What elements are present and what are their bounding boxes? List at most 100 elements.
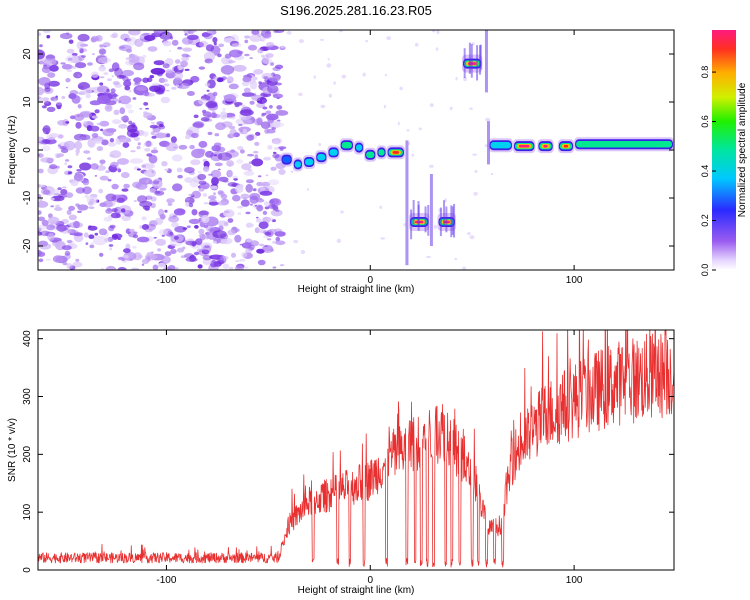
noise-speckle [108, 225, 115, 232]
noise-speckle [102, 42, 111, 48]
noise-speckle [485, 117, 491, 122]
noise-speckle [267, 238, 272, 241]
noise-speckle [249, 100, 255, 105]
noise-speckle [181, 53, 190, 58]
noise-speckle [185, 135, 191, 140]
noise-speckle [143, 141, 153, 148]
noise-speckle [65, 121, 70, 124]
noise-speckle [245, 211, 251, 215]
noise-speckle [257, 48, 264, 54]
noise-speckle [183, 30, 192, 35]
noise-speckle [246, 238, 253, 243]
noise-speckle [218, 225, 224, 231]
noise-speckle [362, 72, 366, 77]
noise-speckle [68, 214, 78, 221]
y-tick-label: 0 [22, 147, 33, 153]
trace-core [378, 149, 385, 156]
noise-speckle [245, 179, 254, 184]
noise-speckle [429, 103, 434, 107]
noise-speckle [454, 257, 458, 261]
noise-speckle [90, 163, 99, 170]
noise-speckle [172, 66, 179, 72]
noise-speckle [100, 163, 104, 166]
noise-speckle [274, 147, 279, 150]
noise-speckle [38, 136, 43, 142]
noise-speckle [129, 158, 144, 164]
noise-speckle [203, 94, 207, 97]
snr-xlabel: Height of straight line (km) [298, 585, 415, 596]
noise-speckle [100, 128, 104, 132]
colorbar-ticks: 0.0 0.2 0.4 0.6 0.8 [700, 66, 716, 276]
noise-speckle [38, 32, 42, 36]
noise-speckle [239, 243, 243, 246]
noise-speckle [254, 227, 260, 234]
noise-speckle [141, 224, 149, 230]
noise-speckle [217, 53, 222, 58]
noise-speckle [58, 144, 61, 147]
noise-speckle [112, 97, 119, 103]
noise-speckle [82, 88, 93, 95]
noise-speckle [41, 145, 51, 152]
noise-speckle [273, 120, 281, 128]
noise-speckle [53, 99, 57, 102]
noise-speckle [49, 64, 59, 72]
noise-speckle [110, 88, 116, 93]
noise-speckle [432, 30, 436, 33]
noise-speckle [99, 76, 105, 79]
noise-speckle [85, 242, 89, 245]
noise-speckle [467, 232, 471, 236]
noise-speckle [280, 45, 285, 49]
noise-speckle [197, 173, 207, 181]
noise-speckle [79, 43, 89, 47]
noise-speckle [198, 98, 208, 105]
noise-speckle [123, 248, 131, 254]
noise-speckle [213, 154, 218, 157]
trace-streak [453, 203, 456, 238]
trace-streak [439, 207, 442, 237]
noise-speckle [52, 255, 64, 263]
noise-speckle [243, 119, 253, 125]
noise-speckle [171, 39, 179, 46]
noise-speckle [60, 62, 66, 65]
noise-speckle [318, 142, 322, 147]
noise-speckle [56, 224, 67, 232]
noise-speckle [103, 72, 109, 76]
trace-peak-center [563, 144, 569, 148]
noise-speckle [435, 47, 439, 51]
noise-speckle [48, 80, 60, 87]
noise-speckle [327, 58, 330, 61]
noise-speckle [99, 82, 104, 86]
noise-speckle [89, 198, 95, 203]
noise-speckle [132, 234, 139, 239]
noise-speckle [45, 134, 56, 140]
noise-speckle [133, 62, 145, 71]
noise-speckle [265, 53, 274, 58]
noise-speckle [184, 167, 195, 174]
noise-speckle [133, 83, 139, 87]
noise-speckle [112, 119, 122, 125]
noise-speckle [195, 238, 203, 246]
noise-speckle [181, 56, 189, 62]
noise-speckle [75, 148, 80, 154]
noise-speckle [148, 154, 158, 164]
noise-speckle [91, 71, 99, 78]
noise-speckle [79, 97, 83, 100]
noise-speckle [49, 164, 58, 170]
noise-speckle [379, 205, 383, 209]
noise-speckle [167, 202, 173, 206]
noise-speckle [119, 46, 126, 49]
noise-speckle [157, 248, 162, 252]
noise-speckle [232, 194, 241, 202]
noise-speckle [211, 176, 219, 186]
noise-speckle [141, 263, 145, 266]
noise-speckle [267, 217, 274, 222]
snr-panel: -100 0 100 400 300 200 100 0 Height of straight… [7, 329, 675, 596]
noise-speckle [165, 90, 170, 92]
noise-speckle [268, 76, 281, 82]
noise-speckle [164, 251, 172, 257]
noise-speckle [94, 175, 98, 177]
noise-speckle [472, 153, 478, 156]
noise-speckle [47, 72, 56, 78]
noise-speckle [99, 252, 104, 257]
